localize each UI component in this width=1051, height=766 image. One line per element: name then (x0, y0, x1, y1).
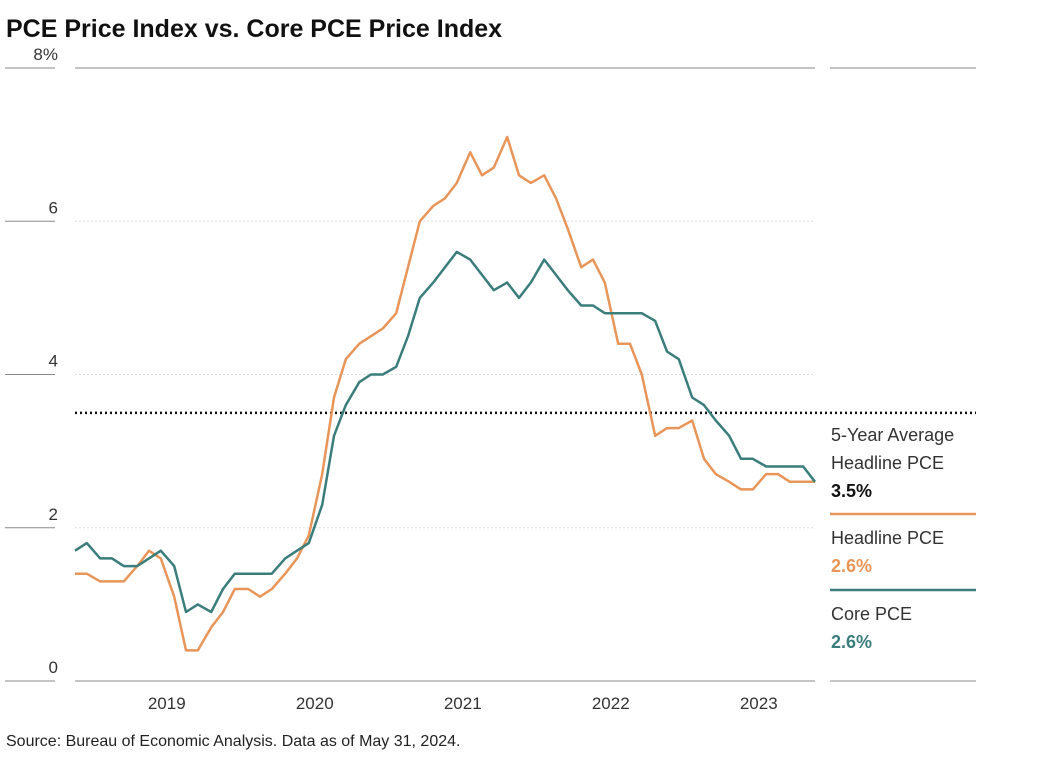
y-tick-label: 4 (49, 352, 58, 371)
x-tick-label: 2022 (592, 694, 630, 713)
source-note: Source: Bureau of Economic Analysis. Dat… (6, 733, 460, 750)
x-tick-label: 2019 (148, 694, 186, 713)
series-line (75, 135, 815, 652)
y-tick-label: 6 (49, 198, 58, 217)
legend-entry: Core PCE 2.6% (831, 600, 981, 656)
y-tick-label: 0 (49, 658, 58, 677)
x-tick-label: 2021 (444, 694, 482, 713)
series-line (74, 250, 816, 614)
legend-value: 3.5% (831, 481, 873, 501)
legend-entry: Headline PCE 2.6% (831, 524, 981, 580)
x-tick-label: 2020 (296, 694, 334, 713)
x-tick-label: 2023 (740, 694, 778, 713)
y-tick-label: 8% (33, 45, 58, 64)
chart-title: PCE Price Index vs. Core PCE Price Index (6, 15, 502, 43)
legend-value: 2.6% (831, 556, 873, 576)
y-tick-label: 2 (49, 505, 58, 524)
legend-label: Core PCE (831, 604, 913, 624)
legend-value: 2.6% (831, 632, 873, 652)
legend-label: Headline PCE (831, 528, 945, 548)
legend-entry: 5-Year Average Headline PCE 3.5% (831, 421, 981, 505)
legend-label: 5-Year Average Headline PCE (831, 425, 955, 473)
